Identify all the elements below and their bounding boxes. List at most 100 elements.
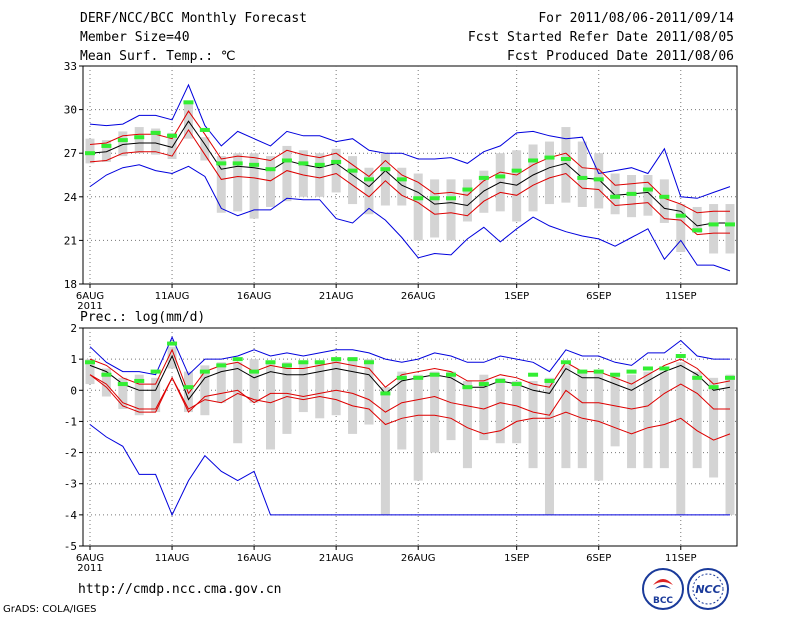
temperature-spread-box: [725, 204, 735, 254]
temperature-spread-box: [627, 175, 637, 218]
precipitation-xtick-label: 26AUG: [401, 553, 436, 564]
precipitation-spread-box: [380, 387, 390, 515]
temperature-observed-mark: [593, 177, 604, 182]
precipitation-observed-mark: [675, 354, 686, 359]
precipitation-ensemble-mean-line: [89, 354, 731, 401]
temperature-ytick-label: 21: [64, 234, 77, 247]
precipitation-observed-mark: [298, 360, 309, 365]
temperature-observed-mark: [560, 157, 571, 162]
temperature-observed-mark: [265, 167, 276, 172]
precipitation-xtick-label: 11SEP: [665, 553, 696, 564]
temperature-spread-box: [167, 132, 177, 160]
ncc-logo-text: NCC: [695, 583, 720, 596]
temperature-observed-mark: [692, 228, 703, 233]
temperature-observed-mark: [117, 138, 128, 143]
temperature-spread-box: [101, 140, 111, 162]
precipitation-spread-box: [659, 371, 669, 469]
precipitation-spread-box: [725, 374, 735, 515]
precipitation-spread-box: [315, 362, 325, 419]
precipitation-xtick-label: 1SEP: [504, 553, 529, 564]
temperature-spread-box: [282, 145, 292, 202]
temperature-ensemble-mean-line: [89, 120, 730, 227]
precipitation-observed-mark: [642, 366, 653, 371]
precipitation-xtick-label: 11AUG: [155, 553, 190, 564]
temperature-spread-box: [643, 175, 653, 216]
precipitation-spread-box: [528, 380, 538, 469]
temperature-spread-box: [561, 127, 571, 203]
temperature-observed-mark: [495, 174, 506, 179]
temperature-observed-mark: [528, 158, 539, 163]
precipitation-observed-mark: [396, 375, 407, 380]
temperature-xtick-label: 6AUG: [76, 291, 104, 302]
temperature-xtick-label: 11SEP: [665, 291, 696, 302]
grads-credit: GrADS: COLA/IGES: [3, 604, 97, 615]
temperature-observed-mark: [429, 196, 440, 201]
precipitation-observed-mark: [446, 372, 457, 377]
temperature-observed-mark: [249, 162, 260, 167]
precipitation-observed-mark: [183, 385, 194, 390]
temperature-observed-mark: [610, 194, 621, 199]
precipitation-observed-mark: [85, 360, 95, 365]
temperature-observed-mark: [167, 133, 178, 138]
precipitation-spread-box: [183, 371, 193, 413]
temperature-plot-frame: [82, 65, 738, 285]
temperature-spread-box: [134, 127, 144, 154]
temperature-ytick-label: 30: [64, 104, 77, 117]
precipitation-spread-box: [282, 362, 292, 434]
source-url[interactable]: http://cmdp.ncc.cma.gov.cn: [78, 582, 282, 597]
member-size: Member Size=40: [80, 30, 190, 45]
temperature-spread-box: [692, 206, 702, 234]
temperature-spread-upper-line: [89, 110, 730, 214]
precipitation-observed-mark: [216, 363, 227, 368]
precipitation-observed-mark: [610, 372, 621, 377]
temperature-ytick-label: 24: [64, 191, 78, 204]
precipitation-spread-box: [200, 365, 210, 416]
precipitation-spread-box: [462, 380, 472, 469]
precipitation-spread-box: [151, 377, 161, 413]
temperature-spread-box: [331, 148, 341, 193]
temperature-observed-mark: [659, 194, 670, 199]
precipitation-observed-mark: [593, 369, 604, 374]
precipitation-observed-mark: [281, 363, 292, 368]
precipitation-ytick-label: 0: [70, 384, 77, 397]
temperature-observed-mark: [642, 187, 653, 192]
precipitation-observed-mark: [101, 372, 112, 377]
temperature-spread-box: [151, 128, 161, 155]
precipitation-xtick-label: 16AUG: [237, 553, 272, 564]
temperature-observed-mark: [85, 151, 95, 156]
precipitation-ensemble-max-line: [89, 336, 730, 376]
precipitation-spread-box: [216, 362, 226, 403]
temperature-observed-mark: [199, 127, 210, 132]
temperature-spread-box: [216, 156, 226, 213]
precipitation-observed-mark: [150, 369, 161, 374]
precipitation-observed-mark: [495, 378, 506, 383]
temperature-observed-mark: [577, 175, 588, 180]
temperature-ytick-label: 18: [64, 278, 77, 291]
temperature-observed-mark: [478, 175, 489, 180]
precipitation-spread-box: [610, 374, 620, 447]
temperature-observed-mark: [511, 168, 522, 173]
precipitation-ytick-label: -1: [64, 415, 77, 428]
temperature-ensemble-min-line: [89, 164, 731, 272]
temperature-spread-box: [397, 167, 407, 206]
temperature-spread-box: [479, 170, 489, 213]
precipitation-ytick-label: 2: [70, 322, 77, 335]
precipitation-spread-box: [167, 346, 177, 369]
precipitation-title: Prec.: log(mm/d): [80, 310, 205, 325]
precipitation-observed-mark: [725, 375, 735, 380]
temperature-spread-box: [676, 204, 686, 253]
temperature-panel: 18 21 24 27 30 33 6AUG 11AUG 16AUG 21AUG 26AUG 1SEP…: [64, 60, 738, 312]
temperature-observed-mark: [725, 222, 735, 227]
precipitation-spread-lower-line: [89, 374, 730, 416]
temperature-observed-mark: [363, 177, 374, 182]
precipitation-spread-box: [561, 365, 571, 469]
temperature-spread-box: [528, 144, 538, 212]
precipitation-observed-mark: [429, 372, 440, 377]
temperature-observed-mark: [134, 135, 145, 140]
bcc-logo: BCC: [642, 568, 684, 610]
temperature-spread-box: [266, 156, 276, 207]
forecast-produced-date: Fcst Produced Date 2011/08/06: [507, 49, 734, 64]
precipitation-spread-box: [85, 359, 95, 385]
precipitation-observed-mark: [249, 369, 260, 374]
